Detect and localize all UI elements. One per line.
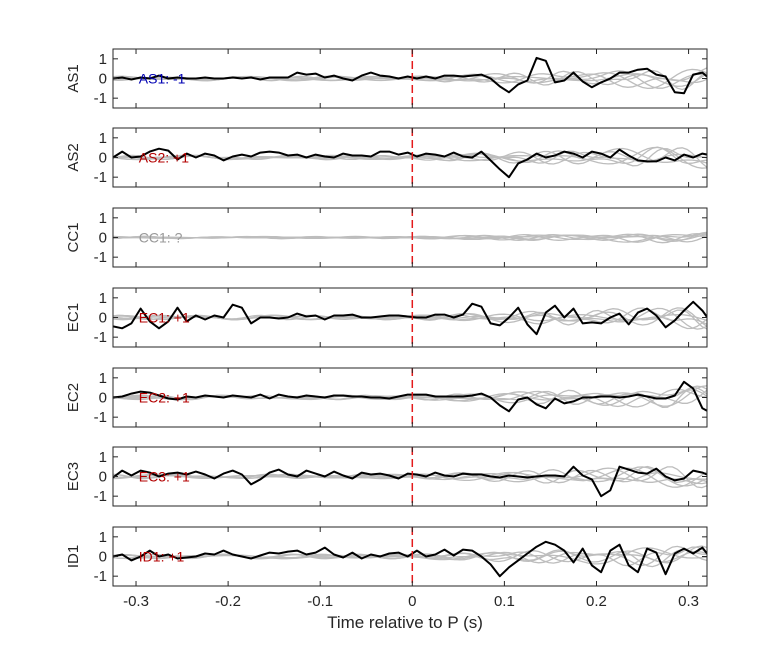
y-tick-label: 1 [99,290,107,307]
background-traces-as2 [113,146,707,169]
background-trace [113,466,707,487]
panel-ec3: EC3: +1 -1 0 1 EC3 [65,446,708,507]
background-trace [113,233,707,243]
y-tick-label: 0 [99,71,107,88]
y-axis-label: AS2 [65,143,82,171]
y-tick-label: 1 [99,370,107,387]
background-traces-cc1 [113,231,707,244]
x-tick-label: 0.2 [586,593,607,610]
x-tick-label: -0.2 [215,593,241,610]
panel-id1: ID1: +1 -1 0 1 ID1 [65,526,708,587]
background-trace [113,70,707,89]
trace-line-ec1 [113,300,707,336]
y-axis-label: EC1 [65,303,82,332]
y-tick-label: 1 [99,130,107,147]
trace-line-ec3 [113,465,707,498]
panel-label: CC1: ? [139,230,183,246]
trace-line-ec2 [113,380,707,413]
x-tick-label: 0 [408,593,416,610]
y-tick-label: 1 [99,210,107,227]
y-tick-label: -1 [94,568,107,585]
x-tick-label: 0.3 [678,593,699,610]
trace-line-id1 [113,540,707,578]
y-axis-label: AS1 [65,64,82,92]
y-tick-label: -1 [94,488,107,505]
panel-label: EC3: +1 [139,469,190,485]
y-tick-label: 1 [99,449,107,466]
y-tick-label: -1 [94,249,107,266]
panel-label: AS1: -1 [139,71,186,87]
y-tick-label: 0 [99,390,107,407]
x-tick-label: -0.1 [307,593,333,610]
panel-as2: AS2: +1 -1 0 1 AS2 [65,127,708,188]
background-traces-id1 [113,545,707,568]
y-tick-label: -1 [94,409,107,426]
y-tick-label: 0 [99,150,107,167]
panel-ec2: EC2: +1 -1 0 1 EC2 [65,367,708,428]
y-tick-label: -1 [94,329,107,346]
panel-label: EC1: +1 [139,310,190,326]
y-tick-label: -1 [94,90,107,107]
y-axis-label: EC3 [65,462,82,491]
panel-label: EC2: +1 [139,390,190,406]
y-tick-label: 0 [99,469,107,486]
y-axis-label: ID1 [65,545,82,568]
trace-line-as1 [113,56,707,95]
x-axis-title: Time relative to P (s) [327,613,483,632]
panel-cc1: CC1: ? -1 0 1 CC1 [65,207,708,268]
trace-line-as2 [113,147,707,179]
panel-ec1: EC1: +1 -1 0 1 EC1 [65,287,708,348]
x-tick-label: 0.1 [494,593,515,610]
x-tick-label: -0.3 [123,593,149,610]
y-tick-label: -1 [94,169,107,186]
y-tick-label: 0 [99,549,107,566]
x-tick-labels: -0.3 -0.2 -0.1 0 0.1 0.2 0.3 [123,593,699,610]
y-axis-label: EC2 [65,383,82,412]
panel-label: AS2: +1 [139,150,189,166]
y-tick-label: 1 [99,529,107,546]
y-tick-label: 1 [99,51,107,68]
panel-as1: AS1: -1 -1 0 1 AS1 [65,48,708,109]
y-axis-label: CC1 [65,222,82,252]
panel-label: ID1: +1 [139,549,185,565]
y-tick-label: 0 [99,230,107,247]
y-tick-label: 0 [99,310,107,327]
